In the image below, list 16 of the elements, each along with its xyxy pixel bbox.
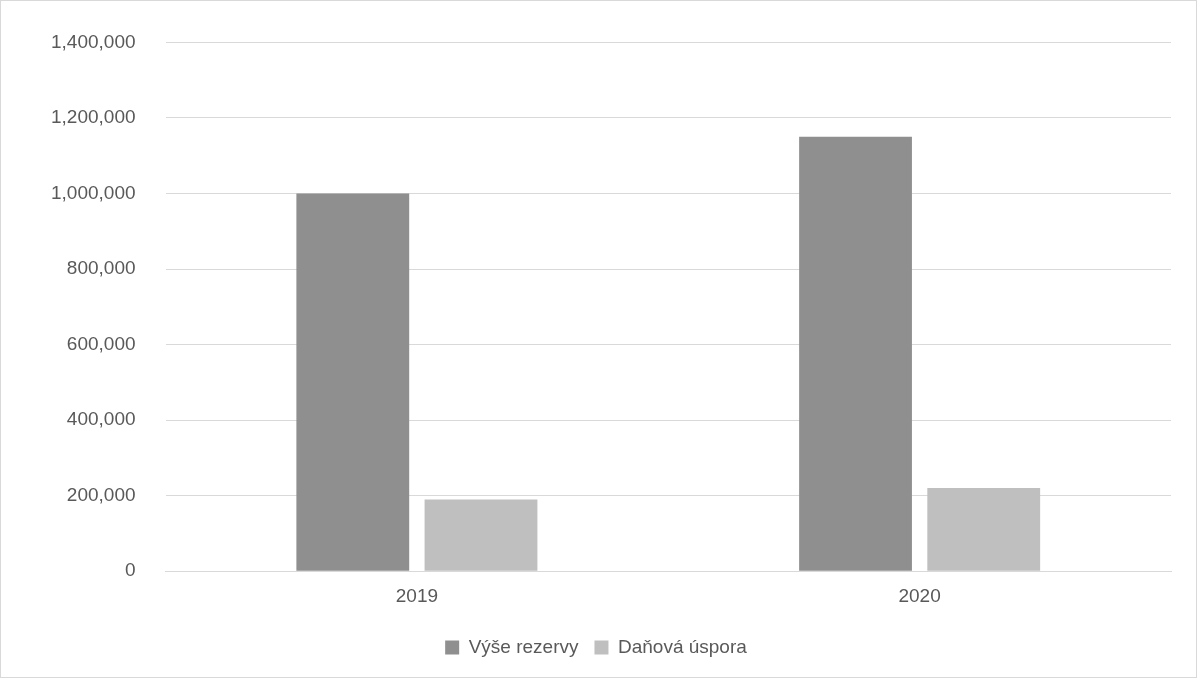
legend-label: Daňová úspora	[617, 635, 748, 657]
bar	[424, 499, 538, 571]
y-tick-label: 1,400,000	[50, 30, 136, 52]
x-tick-label: 2019	[395, 584, 439, 606]
legend-label: Výše rezervy	[468, 635, 579, 657]
y-tick-label: 1,000,000	[50, 181, 136, 203]
y-tick-label: 400,000	[66, 408, 136, 430]
y-tick-label: 800,000	[66, 257, 136, 279]
y-tick-label: 200,000	[66, 483, 136, 505]
y-tick-label: 600,000	[66, 332, 136, 354]
y-tick-label: 0	[124, 559, 136, 581]
bar	[799, 136, 912, 571]
x-tick-label: 2020	[898, 584, 941, 606]
bar	[296, 193, 410, 571]
y-tick-label: 1,200,000	[50, 106, 136, 128]
bar	[927, 488, 1041, 571]
